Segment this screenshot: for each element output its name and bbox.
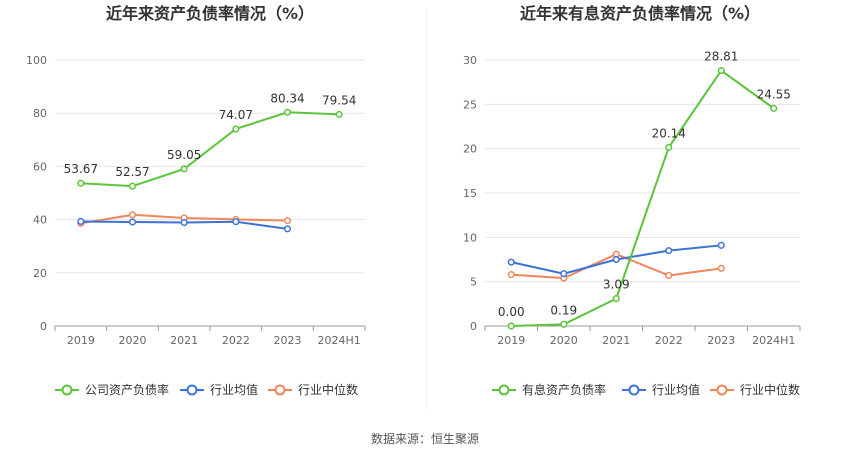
data-label: 74.07: [219, 108, 253, 122]
y-tick-label: 100: [26, 54, 47, 67]
data-point[interactable]: [283, 225, 292, 233]
legend-marker[interactable]: [61, 384, 73, 396]
legend-label[interactable]: 公司资产负债率: [85, 382, 169, 397]
legend-label[interactable]: 行业均值: [652, 382, 700, 397]
y-tick-label: 80: [33, 107, 47, 120]
legend-marker[interactable]: [498, 384, 510, 396]
data-point[interactable]: [612, 295, 620, 303]
data-point[interactable]: [180, 165, 188, 173]
x-tick-label: 2021: [602, 334, 630, 347]
data-point[interactable]: [128, 182, 137, 190]
data-point[interactable]: [770, 104, 778, 112]
chart-interest-debt-ratio: 近年来有息资产负债率情况（%） 0 5 10 15 20 25 30 2019 2020 2021 2…: [463, 4, 801, 397]
legend-label[interactable]: 行业均值: [210, 382, 258, 397]
data-point[interactable]: [507, 322, 515, 330]
data-label: 0.00: [498, 305, 525, 319]
legend-marker[interactable]: [274, 384, 286, 396]
y-tick-label: 0: [40, 320, 47, 333]
y-tick-label: 10: [463, 231, 477, 244]
data-point[interactable]: [283, 108, 292, 116]
data-label: 20.14: [652, 126, 686, 140]
data-point[interactable]: [717, 264, 725, 272]
data-point[interactable]: [665, 143, 673, 151]
y-tick-label: 5: [470, 276, 477, 289]
data-label: 53.67: [64, 162, 98, 176]
data-point[interactable]: [128, 211, 137, 219]
chart-title: 近年来资产负债率情况（%）: [106, 4, 314, 23]
data-point[interactable]: [180, 218, 188, 227]
x-tick-label: 2023: [707, 334, 735, 347]
data-point[interactable]: [77, 217, 85, 226]
y-tick-label: 0: [470, 320, 477, 333]
data-label: 52.57: [115, 165, 149, 179]
y-tick-label: 60: [33, 160, 47, 173]
data-label: 0.19: [550, 303, 577, 317]
data-point[interactable]: [283, 217, 292, 225]
data-point[interactable]: [717, 241, 725, 249]
data-point[interactable]: [717, 67, 725, 75]
y-tick-label: 25: [463, 98, 477, 111]
y-tick-label: 20: [463, 143, 477, 156]
series-line: [511, 69, 775, 327]
data-label: 79.54: [322, 93, 356, 107]
legend-label[interactable]: 有息资产负债率: [522, 382, 606, 397]
x-tick-label: 2020: [119, 334, 147, 347]
data-label: 59.05: [167, 148, 201, 162]
series-line: [80, 111, 340, 188]
y-tick-label: 20: [33, 267, 47, 280]
data-point[interactable]: [665, 271, 673, 280]
legend-marker[interactable]: [628, 384, 640, 396]
data-point[interactable]: [507, 271, 515, 279]
source-text: 数据来源：恒生聚源: [371, 431, 479, 446]
x-tick-label: 2020: [550, 334, 578, 347]
data-label: 28.81: [704, 50, 738, 64]
x-tick-label: 2022: [222, 334, 250, 347]
x-tick-label: 2019: [497, 334, 525, 347]
data-point[interactable]: [612, 255, 620, 264]
data-point[interactable]: [665, 247, 673, 255]
data-point[interactable]: [77, 179, 85, 187]
x-tick-label: 2023: [274, 334, 302, 347]
x-tick-label: 2022: [655, 334, 683, 347]
chart-title: 近年来有息资产负债率情况（%）: [520, 4, 760, 23]
y-tick-label: 15: [463, 187, 477, 200]
data-point[interactable]: [335, 110, 343, 118]
data-point[interactable]: [507, 258, 515, 266]
legend-label[interactable]: 行业中位数: [298, 382, 358, 397]
data-point[interactable]: [560, 320, 568, 328]
data-label: 80.34: [270, 91, 304, 105]
data-label: 24.55: [757, 87, 791, 101]
data-point[interactable]: [560, 270, 568, 278]
x-tick-label: 2021: [170, 334, 198, 347]
chart-debt-ratio: 近年来资产负债率情况（%） 0 20 40 60 80 100 2019 2020 2021 202…: [26, 4, 366, 397]
legend-marker[interactable]: [186, 384, 198, 396]
data-point[interactable]: [232, 218, 240, 226]
y-tick-label: 40: [33, 214, 47, 227]
legend-label[interactable]: 行业中位数: [740, 382, 800, 397]
x-tick-label: 2024H1: [318, 334, 361, 347]
x-tick-label: 2024H1: [752, 334, 795, 347]
data-point[interactable]: [128, 218, 137, 226]
legend-marker[interactable]: [716, 384, 728, 396]
data-point[interactable]: [232, 125, 240, 133]
data-label: 3.09: [603, 278, 630, 292]
y-tick-label: 30: [463, 54, 477, 67]
x-tick-label: 2019: [67, 334, 95, 347]
